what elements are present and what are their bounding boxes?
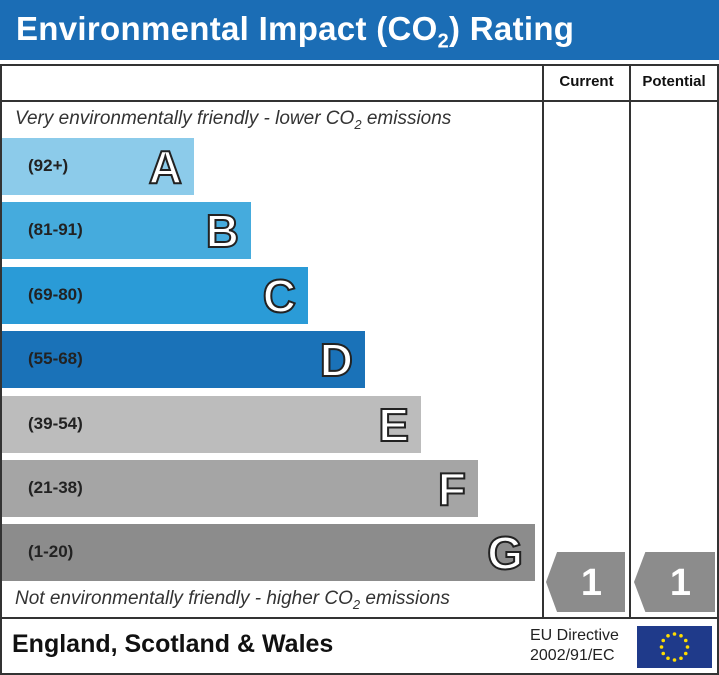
band-range: (81-91) bbox=[28, 220, 83, 240]
note-text-end: emissions bbox=[360, 588, 450, 609]
star-icon bbox=[666, 633, 670, 638]
band-letter: E bbox=[377, 398, 410, 452]
star-icon bbox=[685, 645, 690, 649]
page-title: Environmental Impact (CO2) Rating bbox=[0, 0, 719, 60]
directive-line1: EU Directive bbox=[530, 627, 619, 644]
band-range: (39-54) bbox=[28, 413, 83, 433]
band-g: (1-20) G bbox=[2, 524, 535, 582]
potential-rating-arrow: 1 bbox=[634, 552, 715, 612]
star-icon bbox=[661, 638, 666, 643]
band-letter: G bbox=[486, 526, 524, 580]
band-range: (21-38) bbox=[28, 478, 83, 497]
band-e: (39-54) E bbox=[2, 395, 421, 453]
divider bbox=[0, 617, 719, 619]
note-sub: 2 bbox=[352, 596, 361, 612]
bottom-note: Not environmentally friendly - higher CO… bbox=[15, 588, 450, 612]
band-b: (81-91) B bbox=[2, 202, 251, 260]
band-a: (92+) A bbox=[2, 138, 194, 195]
star-icon bbox=[683, 651, 688, 656]
divider bbox=[629, 64, 631, 618]
potential-header: Potential bbox=[642, 73, 706, 90]
star-icon bbox=[659, 645, 664, 649]
star-icon bbox=[679, 656, 683, 661]
band-c: (69-80) C bbox=[2, 266, 308, 324]
star-icon bbox=[683, 638, 688, 643]
current-header: Current bbox=[559, 73, 614, 90]
band-range: (1-20) bbox=[28, 542, 74, 562]
eu-flag-icon bbox=[637, 626, 712, 668]
region-label: England, Scotland & Wales bbox=[12, 630, 334, 658]
band-d: (55-68) D bbox=[2, 331, 365, 389]
star-icon bbox=[661, 651, 666, 656]
directive-line2: 2002/91/EC bbox=[530, 647, 615, 664]
note-text-end: emissions bbox=[361, 108, 452, 129]
band-letter: A bbox=[148, 140, 183, 194]
title-text-end: ) Rating bbox=[449, 10, 575, 47]
title-text: Environmental Impact (CO bbox=[16, 10, 438, 47]
title-subscript: 2 bbox=[437, 30, 450, 53]
band-range: (69-80) bbox=[28, 284, 83, 304]
star-icon bbox=[672, 658, 677, 662]
band-letter: F bbox=[437, 462, 467, 516]
divider bbox=[542, 64, 544, 618]
band-letter: C bbox=[262, 269, 297, 323]
top-note: Very environmentally friendly - lower CO… bbox=[15, 108, 451, 132]
band-range: (92+) bbox=[28, 156, 69, 175]
star-icon bbox=[679, 633, 683, 638]
divider bbox=[0, 100, 719, 102]
band-f: (21-38) F bbox=[2, 460, 478, 517]
star-icon bbox=[672, 632, 677, 636]
current-rating-arrow: 1 bbox=[546, 552, 625, 612]
eu-directive: EU Directive 2002/91/EC bbox=[530, 626, 619, 666]
band-letter: B bbox=[205, 204, 240, 258]
note-text: Not environmentally friendly - higher CO bbox=[15, 588, 353, 609]
band-range: (55-68) bbox=[28, 349, 83, 369]
note-sub: 2 bbox=[354, 116, 362, 132]
note-text: Very environmentally friendly - lower CO bbox=[15, 108, 355, 129]
star-icon bbox=[666, 656, 670, 661]
rating-frame bbox=[0, 64, 719, 675]
band-letter: D bbox=[319, 333, 354, 387]
